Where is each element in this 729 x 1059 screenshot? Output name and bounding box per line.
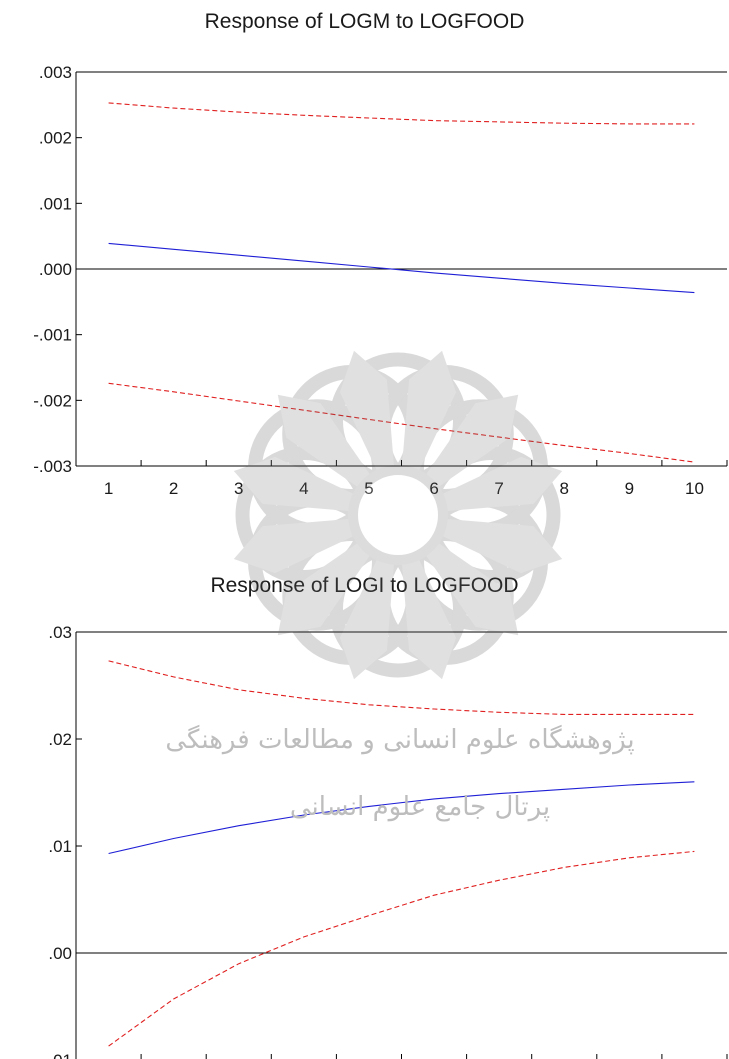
- x-tick-label: 8: [560, 479, 569, 498]
- x-tick-label: 2: [169, 479, 178, 498]
- confidence-band-line: [108, 382, 695, 463]
- y-tick-label: .02: [48, 730, 72, 749]
- chart-plot-logm: .003 .002 .001 .000 -.001 -.002 -.003 1 2 3 4 5 6 7 8 9…: [33, 63, 728, 498]
- x-tick-label: 4: [299, 479, 308, 498]
- x-tick-label: 3: [234, 479, 243, 498]
- y-tick-label: -.002: [33, 391, 72, 410]
- chart-panel-logi: .03.02.01.00-.0112345678910 Response of …: [0, 560, 729, 1059]
- confidence-band-line: [108, 660, 695, 715]
- x-tick-label: 10: [685, 479, 704, 498]
- confidence-band-line: [108, 102, 695, 125]
- y-tick-label: .001: [39, 194, 72, 213]
- response-line: [108, 242, 695, 294]
- y-tick-label: -.001: [33, 326, 72, 345]
- x-tick-label: 5: [364, 479, 373, 498]
- chart-plot-logi: .03.02.01.00-.0112345678910: [43, 623, 728, 1059]
- chart-panel-logm: .003 .002 .001 .000 -.001 -.002 -.003 1 2 3 4 5 6 7 8 9…: [0, 0, 729, 520]
- x-tick-label: 6: [429, 479, 438, 498]
- x-tick-label: 1: [104, 479, 113, 498]
- y-tick-label: .000: [39, 260, 72, 279]
- y-tick-label: -.01: [43, 1051, 72, 1059]
- chart-title: Response of LOGM to LOGFOOD: [204, 10, 525, 33]
- y-tick-label: .002: [39, 129, 72, 148]
- x-tick-label: 9: [625, 479, 634, 498]
- y-tick-label: .00: [48, 944, 72, 963]
- y-tick-label: .03: [48, 623, 72, 642]
- confidence-band-line: [108, 850, 695, 1047]
- y-tick-label: .003: [39, 63, 72, 82]
- y-tick-label: .01: [48, 837, 72, 856]
- response-line: [108, 781, 695, 855]
- chart-title: Response of LOGI to LOGFOOD: [210, 574, 519, 597]
- x-tick-label: 7: [494, 479, 503, 498]
- y-tick-label: -.003: [33, 457, 72, 476]
